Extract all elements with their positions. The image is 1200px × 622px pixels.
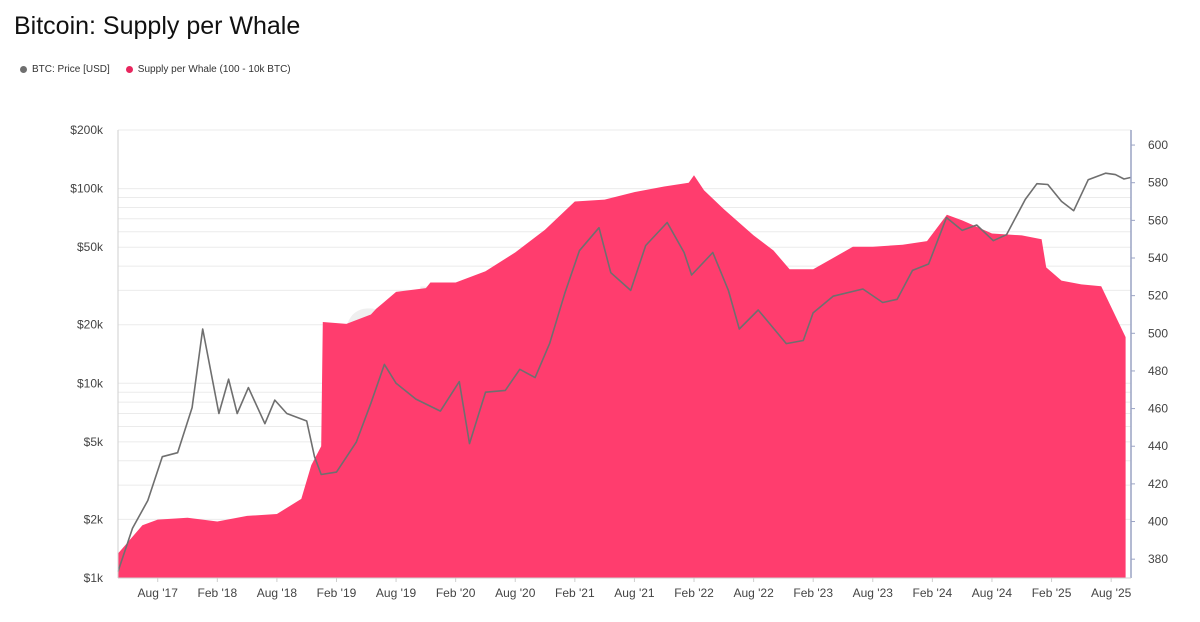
x-tick-label: Aug '23 bbox=[853, 586, 894, 600]
legend-item-price[interactable]: BTC: Price [USD] bbox=[20, 64, 110, 75]
x-tick-label: Aug '24 bbox=[972, 586, 1013, 600]
y-right-tick-label: 480 bbox=[1148, 364, 1168, 378]
supply-per-whale-area bbox=[118, 175, 1126, 578]
y-left-tick-label: $1k bbox=[84, 571, 104, 585]
y-right-tick-label: 440 bbox=[1148, 439, 1168, 453]
x-tick-label: Feb '22 bbox=[674, 586, 714, 600]
y-right-tick-label: 520 bbox=[1148, 289, 1168, 303]
y-left-tick-label: $50k bbox=[77, 240, 104, 254]
x-tick-label: Feb '21 bbox=[555, 586, 595, 600]
y-right-tick-label: 580 bbox=[1148, 176, 1168, 190]
y-right-tick-label: 540 bbox=[1148, 251, 1168, 265]
x-tick-label: Aug '25 bbox=[1091, 586, 1132, 600]
x-tick-label: Feb '19 bbox=[317, 586, 357, 600]
legend-dot-price bbox=[20, 66, 27, 73]
x-tick-label: Aug '17 bbox=[138, 586, 179, 600]
y-right-tick-label: 420 bbox=[1148, 477, 1168, 491]
y-left-tick-label: $20k bbox=[77, 318, 104, 332]
btc-price-line bbox=[117, 172, 1131, 572]
x-tick-label: Aug '19 bbox=[376, 586, 417, 600]
y-left-tick-label: $5k bbox=[84, 435, 104, 449]
chart-legend: BTC: Price [USD] Supply per Whale (100 -… bbox=[20, 64, 291, 75]
y-left-tick-label: $2k bbox=[84, 512, 104, 526]
y-right-tick-label: 460 bbox=[1148, 402, 1168, 416]
x-tick-label: Feb '18 bbox=[197, 586, 237, 600]
y-right-tick-label: 600 bbox=[1148, 138, 1168, 152]
y-right-tick-label: 560 bbox=[1148, 213, 1168, 227]
y-right-tick-label: 500 bbox=[1148, 326, 1168, 340]
area-layer bbox=[118, 175, 1126, 578]
x-tick-label: Feb '20 bbox=[436, 586, 476, 600]
chart-title: Bitcoin: Supply per Whale bbox=[14, 12, 301, 40]
y-left-tick-label: $10k bbox=[77, 376, 104, 390]
x-tick-label: Feb '24 bbox=[913, 586, 953, 600]
line-layer bbox=[117, 172, 1131, 572]
x-tick-label: Aug '20 bbox=[495, 586, 536, 600]
x-tick-label: Aug '18 bbox=[257, 586, 298, 600]
x-tick-label: Feb '23 bbox=[793, 586, 833, 600]
legend-dot-supply bbox=[125, 66, 133, 73]
y-right-tick-label: 380 bbox=[1148, 552, 1168, 566]
y-left-tick-label: $200k bbox=[70, 123, 104, 137]
x-tick-label: Aug '22 bbox=[733, 586, 774, 600]
legend-label-supply: Supply per Whale (100 - 10k BTC) bbox=[137, 64, 291, 75]
x-tick-label: Aug '21 bbox=[614, 586, 655, 600]
y-right-tick-label: 400 bbox=[1148, 515, 1168, 529]
legend-label-price: BTC: Price [USD] bbox=[32, 64, 110, 75]
axes: $1k $2k $5k $10k $20k $50k $100k $200k 380 400 420… bbox=[70, 123, 1168, 600]
y-left-tick-label: $100k bbox=[70, 182, 104, 196]
legend-item-supply[interactable]: Supply per Whale (100 - 10k BTC) bbox=[125, 64, 291, 75]
x-tick-label: Feb '25 bbox=[1032, 586, 1072, 600]
